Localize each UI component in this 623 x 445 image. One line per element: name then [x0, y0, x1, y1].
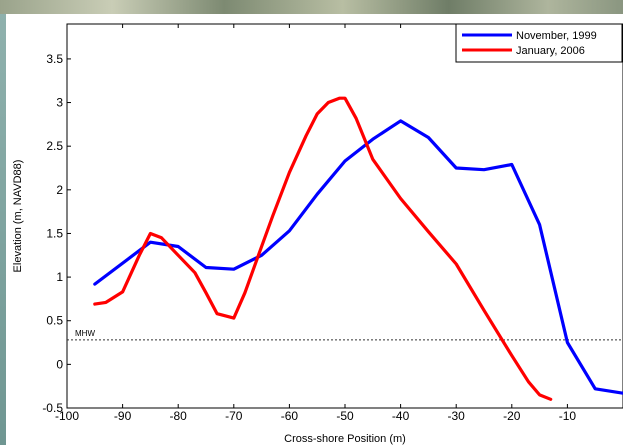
- y-tick-label: 3: [56, 96, 63, 110]
- x-tick-label: -20: [503, 409, 521, 423]
- y-tick-label: 2.5: [46, 139, 63, 153]
- y-tick-label: 2: [56, 183, 63, 197]
- x-tick-label: -70: [225, 409, 243, 423]
- series-group: [93, 96, 623, 401]
- x-tick-label: -50: [336, 409, 354, 423]
- series-line-1: [93, 119, 623, 395]
- y-tick-label: -0.5: [42, 401, 63, 415]
- x-tick-label: -100: [55, 409, 79, 423]
- x-tick-label: -10: [559, 409, 577, 423]
- x-tick-label: -90: [114, 409, 132, 423]
- x-tick-label: -80: [170, 409, 188, 423]
- reference-line-group: MHW: [67, 329, 623, 341]
- x-tick-label: -60: [281, 409, 299, 423]
- frame-border: [0, 14, 6, 445]
- x-axis-label: Cross-shore Position (m): [284, 433, 406, 445]
- plot-background: [6, 14, 623, 445]
- y-tick-label: 3.5: [46, 52, 63, 66]
- axis-ticks: -100 -90 -80 -70 -60 -50 -40 -30 -20 -10 -0.5 0 0.5 1…: [42, 24, 576, 423]
- series-line-2: [93, 96, 553, 401]
- photo-strip: [0, 0, 623, 14]
- legend: November, 1999 January, 2006: [455, 23, 623, 63]
- legend-box: [455, 23, 623, 63]
- mhw-label: MHW: [75, 329, 95, 338]
- legend-label-1: November, 1999: [516, 30, 597, 42]
- y-tick-label: 0.5: [46, 314, 63, 328]
- y-tick-label: 1: [56, 270, 63, 284]
- y-tick-label: 0: [56, 357, 63, 371]
- y-tick-label: 1.5: [46, 226, 63, 240]
- legend-label-2: January, 2006: [516, 45, 585, 57]
- x-tick-label: -30: [448, 409, 466, 423]
- y-axis-label: Elevation (m, NAVD88): [12, 160, 24, 273]
- x-tick-label: -40: [392, 409, 410, 423]
